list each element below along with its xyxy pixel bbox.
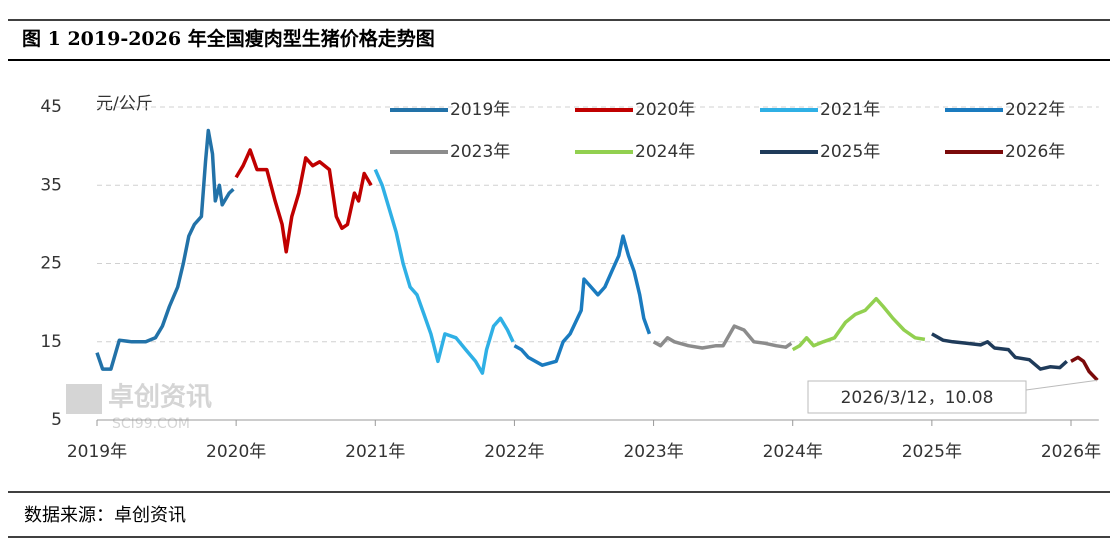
x-tick-label: 2020年 [206,442,266,462]
legend-label: 2022年 [1005,100,1065,120]
x-tick-label: 2024年 [763,442,823,462]
x-tick-label: 2022年 [484,442,544,462]
legend-label: 2026年 [1005,142,1065,162]
x-tick-label: 2026年 [1041,442,1101,462]
legend-label: 2023年 [450,142,510,162]
annotation-leader [1025,379,1098,391]
chart-title: 图 1 2019-2026 年全国瘦肉型生猪价格走势图 [22,27,435,50]
series-line [234,148,373,254]
legend-label: 2021年 [820,100,880,120]
legend-label: 2024年 [635,142,695,162]
y-tick-label: 35 [40,175,62,195]
y-tick-label: 25 [40,254,62,274]
watermark-text: 卓创资讯 [108,383,212,413]
source: 数据来源：卓创资讯 [24,505,186,526]
x-tick-label: 2023年 [623,442,683,462]
legend-label: 2020年 [635,100,695,120]
legend-label: 2025年 [820,142,880,162]
series-line [1070,355,1099,382]
legend-label: 2019年 [450,100,510,120]
watermark-url: SCI99.COM [112,416,190,432]
series-line [373,168,515,375]
y-tick-label: 15 [40,332,62,352]
y-tick-label: 5 [51,410,62,430]
annotation-label: 2026/3/12，10.08 [841,388,994,408]
watermark-logo [66,384,102,414]
y-axis-label: 元/公斤 [96,94,153,114]
series-line [791,296,926,352]
series-line [513,234,652,367]
series-line [931,332,1068,371]
series-line [95,128,235,371]
x-tick-label: 2019年 [67,442,127,462]
x-tick-label: 2025年 [902,442,962,462]
annotation-box [807,380,1027,414]
x-tick-label: 2021年 [345,442,405,462]
watermark: 卓创资讯 SCI99.COM [66,383,212,432]
y-tick-label: 45 [40,97,62,117]
series-line [652,324,793,350]
